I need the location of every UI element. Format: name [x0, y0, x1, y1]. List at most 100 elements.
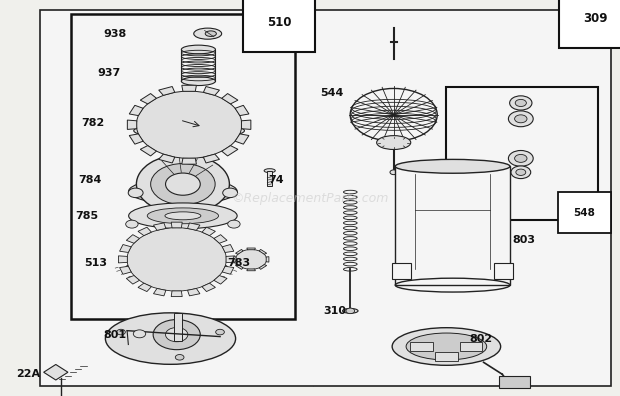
Polygon shape: [171, 222, 182, 228]
Circle shape: [136, 91, 242, 158]
Circle shape: [153, 244, 200, 274]
Bar: [499, 376, 530, 388]
Polygon shape: [259, 249, 267, 254]
Polygon shape: [247, 248, 255, 250]
Polygon shape: [129, 134, 143, 144]
Polygon shape: [222, 266, 234, 274]
Ellipse shape: [396, 160, 510, 173]
Polygon shape: [120, 245, 131, 253]
Circle shape: [216, 329, 224, 335]
Text: 510: 510: [267, 16, 291, 29]
Text: 74: 74: [268, 175, 284, 185]
Circle shape: [516, 169, 526, 175]
Ellipse shape: [128, 178, 237, 204]
Polygon shape: [236, 249, 243, 254]
Ellipse shape: [181, 45, 216, 54]
Polygon shape: [203, 86, 219, 95]
Polygon shape: [154, 288, 166, 296]
Bar: [410, 342, 433, 351]
Bar: [495, 263, 513, 279]
Circle shape: [128, 188, 143, 198]
Circle shape: [151, 164, 215, 205]
Text: 310: 310: [323, 306, 347, 316]
Bar: [174, 313, 182, 341]
Polygon shape: [182, 85, 197, 91]
Circle shape: [166, 173, 200, 195]
Polygon shape: [120, 266, 131, 274]
Polygon shape: [247, 269, 255, 271]
Polygon shape: [126, 276, 140, 284]
Text: 783: 783: [227, 258, 250, 268]
Text: 938: 938: [103, 29, 126, 39]
Polygon shape: [222, 245, 234, 253]
Bar: [460, 342, 482, 351]
Polygon shape: [129, 105, 143, 116]
Polygon shape: [235, 105, 249, 116]
Polygon shape: [182, 158, 197, 164]
Polygon shape: [233, 257, 236, 262]
Polygon shape: [266, 257, 269, 262]
Polygon shape: [154, 223, 166, 230]
Polygon shape: [236, 265, 243, 269]
Text: 801: 801: [103, 329, 126, 340]
Bar: [396, 166, 510, 285]
Text: 782: 782: [81, 118, 105, 128]
Circle shape: [175, 354, 184, 360]
Circle shape: [153, 320, 200, 350]
Polygon shape: [222, 146, 238, 156]
Text: 309: 309: [583, 12, 608, 25]
Circle shape: [236, 249, 267, 269]
Circle shape: [244, 255, 259, 264]
Circle shape: [126, 220, 138, 228]
Polygon shape: [43, 364, 68, 380]
Circle shape: [228, 220, 240, 228]
Circle shape: [169, 112, 209, 137]
Circle shape: [127, 228, 226, 291]
Circle shape: [136, 154, 229, 214]
Ellipse shape: [181, 77, 216, 86]
Polygon shape: [187, 288, 200, 296]
Text: 544: 544: [320, 88, 343, 98]
Circle shape: [346, 308, 355, 314]
Text: 802: 802: [469, 333, 492, 344]
Polygon shape: [214, 235, 227, 243]
Circle shape: [223, 188, 237, 198]
Text: 803: 803: [512, 234, 536, 245]
Circle shape: [515, 99, 526, 107]
Circle shape: [163, 251, 190, 268]
Circle shape: [166, 327, 188, 342]
Circle shape: [511, 166, 531, 179]
Ellipse shape: [342, 308, 358, 313]
Polygon shape: [202, 227, 215, 236]
Polygon shape: [226, 256, 235, 263]
Text: ©ReplacementParts.com: ©ReplacementParts.com: [231, 192, 389, 204]
Polygon shape: [187, 223, 200, 230]
Bar: [435, 352, 458, 361]
Ellipse shape: [165, 212, 201, 220]
Polygon shape: [203, 154, 219, 163]
Bar: [71, 14, 294, 319]
Polygon shape: [118, 256, 127, 263]
Ellipse shape: [105, 313, 236, 364]
Circle shape: [390, 170, 397, 175]
Text: 548: 548: [574, 208, 595, 218]
Ellipse shape: [126, 261, 228, 274]
Ellipse shape: [128, 203, 237, 229]
Text: 22A: 22A: [16, 369, 40, 379]
Circle shape: [508, 111, 533, 127]
Polygon shape: [138, 283, 151, 291]
Ellipse shape: [134, 123, 244, 139]
Polygon shape: [140, 93, 156, 104]
Circle shape: [515, 115, 527, 123]
Polygon shape: [171, 291, 182, 297]
Polygon shape: [159, 86, 175, 95]
Polygon shape: [138, 227, 151, 236]
Circle shape: [181, 120, 197, 130]
Text: 937: 937: [97, 68, 120, 78]
Circle shape: [515, 154, 527, 162]
Bar: [446, 87, 598, 220]
Polygon shape: [140, 146, 156, 156]
Text: 513: 513: [84, 258, 108, 268]
Circle shape: [133, 330, 146, 338]
Polygon shape: [126, 235, 140, 243]
